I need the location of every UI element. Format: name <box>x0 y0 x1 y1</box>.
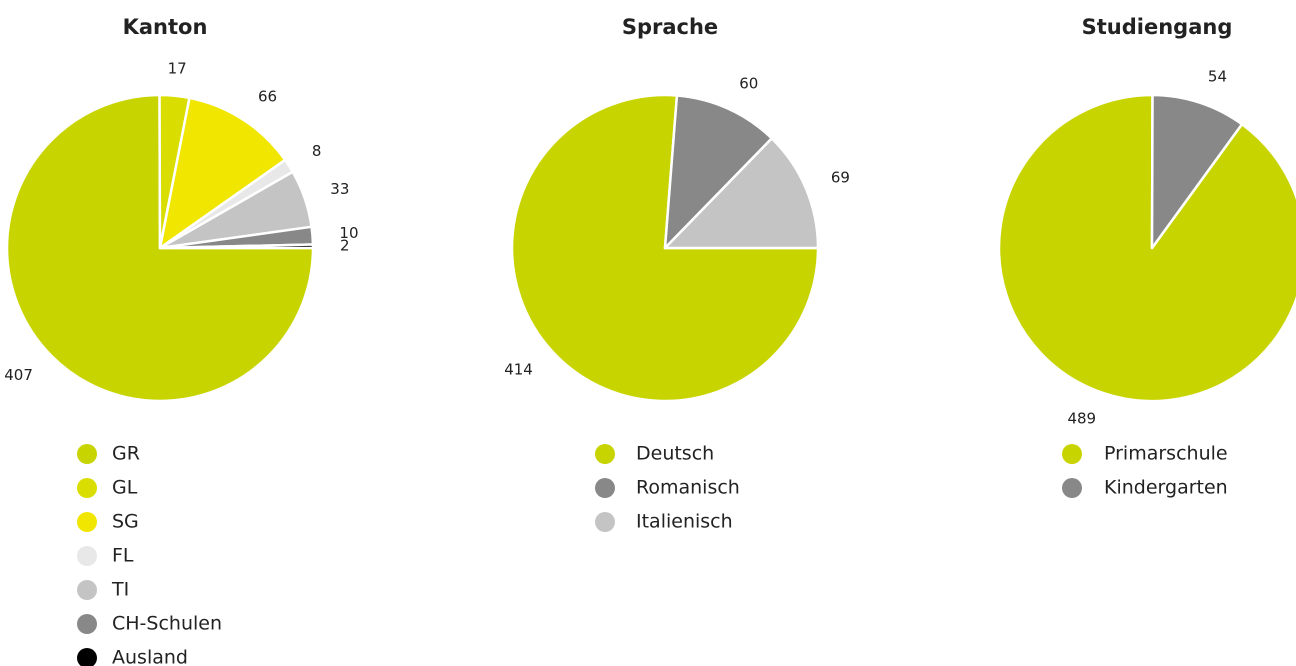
legend-label: Ausland <box>112 647 188 666</box>
legend-marker <box>1062 444 1082 464</box>
value-label: 8 <box>312 142 322 160</box>
legend-marker <box>77 614 97 634</box>
value-label: 407 <box>4 366 33 384</box>
legend-marker <box>595 478 615 498</box>
legend-label: GR <box>112 443 140 465</box>
value-label: 54 <box>1208 67 1227 85</box>
value-label: 414 <box>504 361 533 379</box>
legend-marker <box>1062 478 1082 498</box>
legend-label: Italienisch <box>636 511 733 533</box>
value-label: 2 <box>340 236 350 254</box>
pie-slice <box>158 96 287 250</box>
value-label: 60 <box>739 75 758 93</box>
value-label: 33 <box>330 180 349 198</box>
legend-label: Deutsch <box>636 443 714 465</box>
legend-label: Primarschule <box>1104 443 1228 465</box>
value-label: 69 <box>831 169 850 187</box>
legend-label: Romanisch <box>636 477 740 499</box>
legend-marker <box>77 478 97 498</box>
pie-slice <box>1150 93 1244 250</box>
legend-label: GL <box>112 477 138 499</box>
legend-marker <box>595 512 615 532</box>
legend-marker <box>77 444 97 464</box>
legend-label: TI <box>111 579 129 601</box>
pie-slice <box>997 93 1296 403</box>
pie-slice <box>158 243 315 250</box>
legend-label: CH-Schulen <box>112 613 222 635</box>
value-label: 489 <box>1067 410 1096 428</box>
chart-title: Studiengang <box>1082 15 1233 39</box>
legend-marker <box>77 512 97 532</box>
legend-label: Kindergarten <box>1104 477 1228 499</box>
legend-label: FL <box>112 545 134 567</box>
pie-chart: Sprache 414 60 69 Deutsch Romanisch Italienisc… <box>504 15 850 533</box>
value-label: 66 <box>258 88 277 106</box>
chart-title: Sprache <box>622 15 718 39</box>
pie-slice <box>510 93 820 403</box>
pie-chart: Kanton 407 17 66 8 33 102 GR GL SG FL TI CH-Schulen A… <box>4 15 359 666</box>
value-label: 10 <box>339 224 358 242</box>
legend-marker <box>77 546 97 566</box>
legend-marker <box>595 444 615 464</box>
pie-slice <box>663 137 820 250</box>
value-label: 17 <box>168 59 187 77</box>
chart-title: Kanton <box>123 15 208 39</box>
pie-slice <box>663 94 774 250</box>
legend-marker <box>77 580 97 600</box>
legend-label: SG <box>112 511 139 533</box>
pie-chart: Studiengang 489 54 Primarschule Kindergarten <box>997 15 1296 499</box>
legend-marker <box>77 648 97 666</box>
pie-slice <box>5 93 315 403</box>
